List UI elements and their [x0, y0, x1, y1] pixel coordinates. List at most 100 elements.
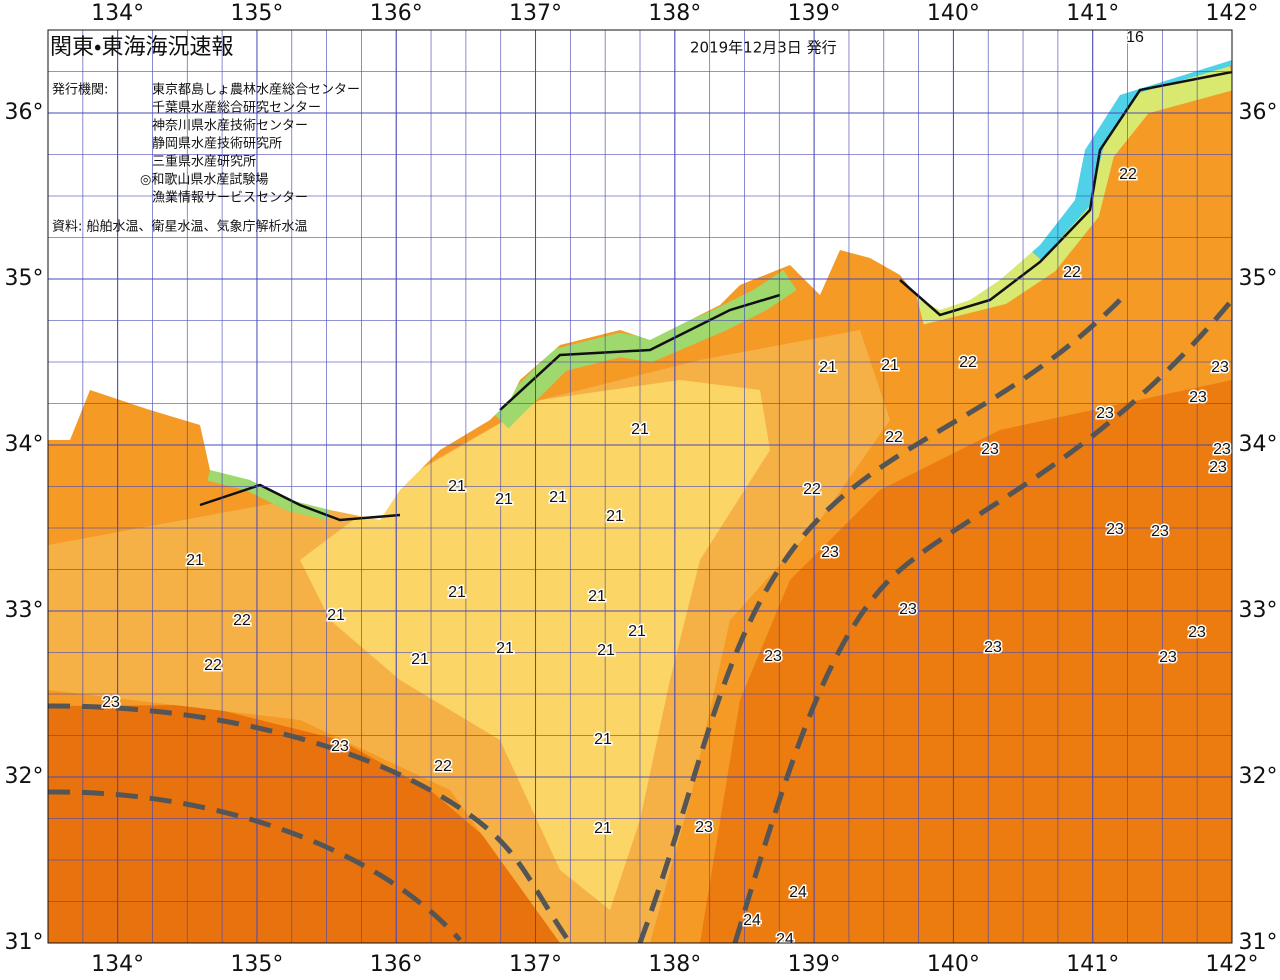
isotherm-label: 21 — [327, 607, 345, 624]
lon-tick-label: 140° — [927, 952, 980, 977]
coast-isotherm — [199, 70, 1232, 522]
lat-tick-label: 33° — [5, 598, 44, 623]
kuroshio-line — [637, 298, 1122, 943]
isotherm-label: 22 — [803, 481, 821, 498]
lon-tick-label: 139° — [788, 952, 841, 977]
sea-cool — [300, 380, 770, 910]
issuers: 東京都島しょ農林水産総合センター千葉県水産総合研究センター神奈川県水産技術センタ… — [140, 82, 360, 206]
lat-tick-label: 32° — [5, 764, 44, 789]
isotherm-label: 21 — [594, 820, 612, 837]
isotherm-label: 22 — [1063, 264, 1081, 281]
lat-tick-label: 32° — [1239, 764, 1278, 789]
grid — [48, 30, 1232, 943]
isotherm-label: 21 — [606, 508, 624, 525]
isotherm-label: 23 — [331, 738, 349, 755]
isotherm-label: 22 — [434, 758, 452, 775]
map-frame — [47, 29, 1233, 944]
lon-tick-label: 136° — [370, 1, 423, 26]
issuer: 漁業情報サービスセンター — [152, 190, 308, 206]
isotherm-label: 24 — [789, 884, 807, 901]
isotherm-label: 21 — [594, 731, 612, 748]
lon-tick-label: 137° — [509, 1, 562, 26]
isotherm-label: 23 — [1096, 405, 1114, 422]
isotherm-label: 23 — [1211, 359, 1229, 376]
isotherm-line — [899, 70, 1232, 317]
lat-tick-label: 31° — [5, 930, 44, 955]
lat-tick-label: 34° — [5, 432, 44, 457]
isotherm-label: 23 — [764, 648, 782, 665]
lat-tick-label: 35° — [5, 266, 44, 291]
lon-tick-label: 134° — [91, 952, 144, 977]
isotherm-label: 21 — [631, 421, 649, 438]
isotherm-label: 22 — [204, 657, 222, 674]
lon-tick-label: 138° — [648, 1, 701, 26]
lon-tick-label: 141° — [1066, 952, 1119, 977]
lon-tick-label: 136° — [370, 952, 423, 977]
issuer: 東京都島しょ農林水産総合センター — [152, 82, 360, 98]
isotherm-label: 21 — [881, 357, 899, 374]
lon-tick-label: 137° — [509, 952, 562, 977]
isotherm-line — [199, 483, 401, 522]
lat-tick-label: 34° — [1239, 432, 1278, 457]
isotherm-label: 21 — [819, 359, 837, 376]
issuer: 静岡県水産技術研究所 — [152, 136, 282, 152]
issue-date: 2019年12月3日 発行 — [690, 39, 837, 57]
isotherm-line — [499, 293, 781, 411]
issuer: 三重県水産研究所 — [152, 154, 256, 170]
axes: 134° 134° 135° 135° 136° 136° 137° 137° 138° 138°… — [5, 1, 1278, 977]
isotherm-label: 21 — [186, 552, 204, 569]
isotherm-label: 23 — [984, 639, 1002, 656]
isotherm-label: 21 — [628, 623, 646, 640]
lon-tick-label: 140° — [927, 1, 980, 26]
isotherm-label: 23 — [821, 544, 839, 561]
isotherm-label: 23 — [1151, 523, 1169, 540]
sea-hot — [700, 380, 1232, 943]
lon-tick-label: 138° — [648, 952, 701, 977]
lat-tick-label: 33° — [1239, 598, 1278, 623]
isotherm-label: 21 — [588, 588, 606, 605]
isotherm-label: 16 — [1126, 29, 1144, 46]
kuroshio-line — [732, 298, 1232, 943]
lon-tick-label: 139° — [788, 1, 841, 26]
issuer: 神奈川県水産技術センター — [152, 118, 308, 134]
kuroshio-line — [48, 703, 573, 943]
isotherm-label: 23 — [1106, 521, 1124, 538]
isotherm-label: 22 — [885, 429, 903, 446]
isotherm-label: 21 — [448, 478, 466, 495]
current-axis — [48, 298, 1232, 943]
lon-tick-label: 134° — [91, 1, 144, 26]
isotherm-label: 23 — [1159, 649, 1177, 666]
isotherm-label: 21 — [495, 491, 513, 508]
kuroshio-line — [48, 789, 462, 942]
issuers-label: 発行機関: — [52, 83, 108, 98]
sea-hot — [48, 705, 570, 943]
isotherm-label: 23 — [102, 694, 120, 711]
isotherm-label: 23 — [981, 441, 999, 458]
isotherm-label: 21 — [496, 640, 514, 657]
isotherm-label: 22 — [959, 354, 977, 371]
lat-tick-label: 36° — [5, 100, 44, 125]
lon-tick-label: 142° — [1206, 1, 1259, 26]
lat-tick-label: 31° — [1239, 930, 1278, 955]
isotherm-label: 23 — [1189, 389, 1207, 406]
lat-tick-label: 35° — [1239, 266, 1278, 291]
sources: 資料: 船舶水温、衛星水温、気象庁解析水温 — [52, 219, 308, 235]
isotherm-label: 23 — [1188, 624, 1206, 641]
isotherm-label: 21 — [411, 651, 429, 668]
title: 関東・東海海況速報 — [50, 35, 233, 60]
isotherm-label: 23 — [1213, 441, 1231, 458]
issuer: ◎和歌山県水産試験場 — [140, 173, 268, 188]
isotherm-label: 21 — [549, 489, 567, 506]
lon-tick-label: 142° — [1206, 952, 1259, 977]
lat-tick-label: 36° — [1239, 100, 1278, 125]
isotherm-label: 23 — [695, 819, 713, 836]
lon-tick-label: 141° — [1066, 1, 1119, 26]
isotherm-label: 21 — [597, 642, 615, 659]
lon-tick-label: 135° — [230, 952, 283, 977]
isotherm-label: 22 — [1119, 166, 1137, 183]
issuer: 千葉県水産総合研究センター — [152, 100, 321, 116]
isotherm-label: 24 — [776, 931, 794, 948]
